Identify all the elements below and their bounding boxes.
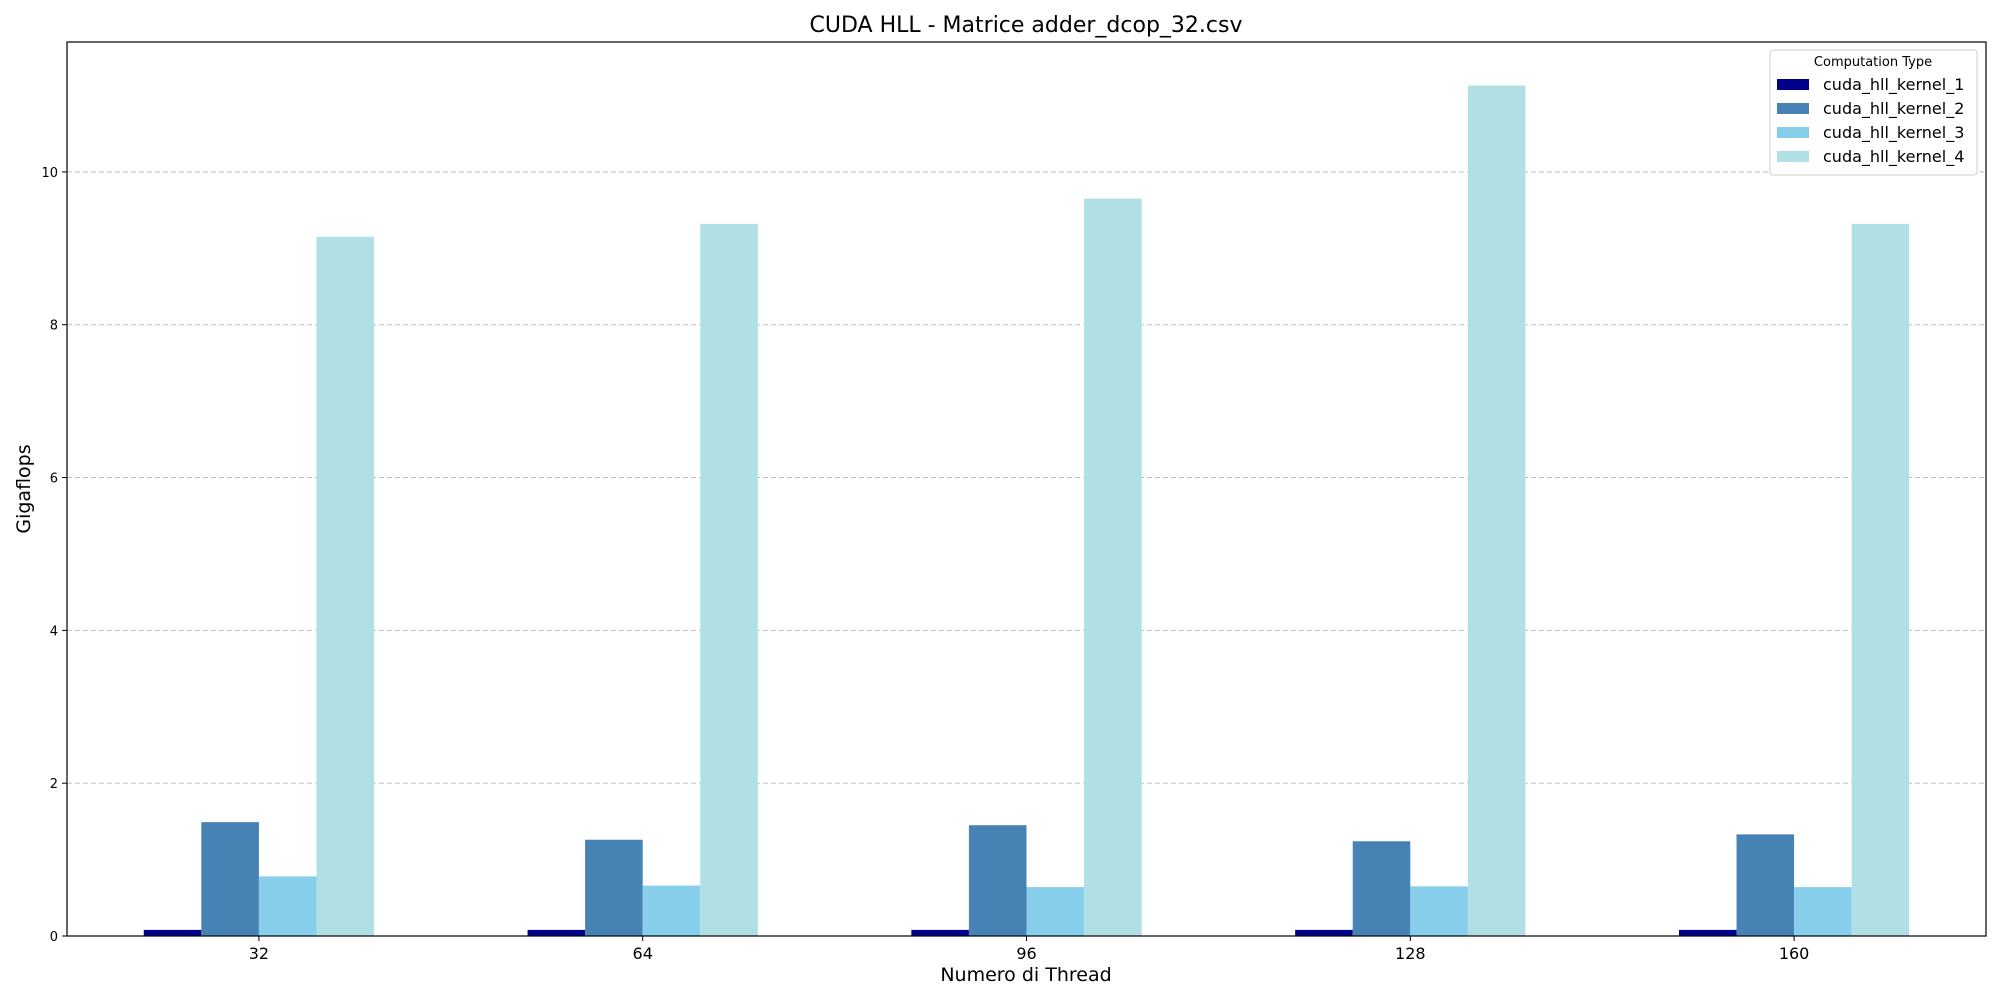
bar-cuda_hll_kernel_3-64: [642, 885, 701, 936]
bar-cuda_hll_kernel_1-64: [527, 929, 586, 936]
x-tick-label: 64: [633, 944, 653, 963]
y-tick-label: 8: [50, 319, 58, 334]
x-tick-label: 96: [1016, 944, 1036, 963]
legend-swatch-cuda_hll_kernel_3: [1777, 127, 1809, 138]
y-axis-ticks: 0 2 4 6 8 10: [41, 166, 67, 945]
legend-label-cuda_hll_kernel_2: cuda_hll_kernel_2: [1823, 99, 1964, 119]
bar-cuda_hll_kernel_4-64: [700, 223, 758, 936]
bars: [143, 85, 1910, 937]
bar-cuda_hll_kernel_3-96: [1026, 887, 1085, 936]
bar-cuda_hll_kernel_3-32: [258, 876, 317, 936]
bar-cuda_hll_kernel_1-160: [1678, 929, 1737, 936]
bar-cuda_hll_kernel_2-64: [585, 839, 643, 936]
x-tick-label: 32: [249, 944, 269, 963]
legend-label-cuda_hll_kernel_1: cuda_hll_kernel_1: [1823, 75, 1964, 95]
legend: Computation Type cuda_hll_kernel_1cuda_h…: [1769, 49, 1978, 176]
bar-cuda_hll_kernel_1-96: [911, 929, 969, 936]
y-tick-label: 0: [50, 930, 58, 945]
legend-label-cuda_hll_kernel_4: cuda_hll_kernel_4: [1823, 147, 1964, 167]
bar-cuda_hll_kernel_3-160: [1794, 887, 1852, 936]
bar-cuda_hll_kernel_4-96: [1084, 198, 1142, 937]
y-tick-label: 2: [50, 777, 58, 792]
y-tick-label: 10: [41, 166, 58, 181]
legend-title: Computation Type: [1814, 55, 1932, 70]
x-tick-label: 160: [1779, 944, 1810, 963]
bar-cuda_hll_kernel_2-128: [1352, 841, 1411, 936]
legend-label-cuda_hll_kernel_3: cuda_hll_kernel_3: [1823, 123, 1964, 143]
bar-cuda_hll_kernel_1-32: [143, 929, 202, 936]
bar-cuda_hll_kernel_4-160: [1851, 223, 1910, 936]
bar-cuda_hll_kernel_2-32: [201, 822, 259, 936]
chart-title: CUDA HLL - Matrice adder_dcop_32.csv: [810, 13, 1243, 38]
legend-swatch-cuda_hll_kernel_4: [1777, 151, 1809, 162]
bar-cuda_hll_kernel_2-160: [1736, 834, 1795, 936]
legend-box: [1769, 49, 1978, 176]
x-tick-label: 128: [1395, 944, 1426, 963]
legend-items: cuda_hll_kernel_1 cuda_hll_kernel_2 cuda_h…: [1777, 75, 1964, 167]
y-axis-label: Gigaflops: [13, 444, 35, 533]
y-tick-label: 6: [50, 472, 58, 487]
legend-swatch-cuda_hll_kernel_2: [1777, 103, 1809, 114]
legend-swatch-cuda_hll_kernel_1: [1777, 79, 1809, 90]
y-tick-label: 4: [50, 624, 58, 639]
bar-cuda_hll_kernel_2-96: [968, 825, 1027, 936]
x-axis-label: Numero di Thread: [940, 964, 1111, 986]
x-axis-ticks: 32 64 96 128 160: [249, 936, 1810, 963]
bar-cuda_hll_kernel_1-128: [1295, 929, 1353, 936]
bar-cuda_hll_kernel_4-32: [316, 236, 375, 936]
bar-cuda_hll_kernel_3-128: [1410, 886, 1468, 936]
bar-cuda_hll_kernel_4-128: [1467, 85, 1526, 937]
